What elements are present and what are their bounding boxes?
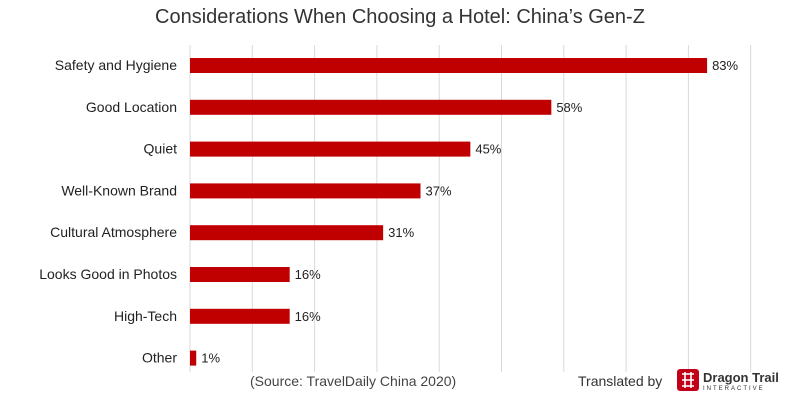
category-label: Good Location: [86, 99, 177, 115]
bars: [190, 58, 708, 366]
bar: [190, 267, 290, 282]
category-label: Looks Good in Photos: [39, 266, 177, 282]
chart-title: Considerations When Choosing a Hotel: Ch…: [155, 6, 645, 28]
brand-subtitle: INTERACTIVE: [703, 386, 765, 392]
category-label: Cultural Atmosphere: [50, 224, 177, 240]
bar: [190, 225, 384, 241]
value-labels: 83% 58% 45% 37% 31% 16% 16% 1%: [201, 58, 738, 366]
value-label: 45%: [475, 142, 501, 157]
translated-by-label: Translated by: [578, 373, 663, 389]
value-label: 37%: [426, 183, 452, 198]
brand-name: Dragon Trail: [703, 370, 779, 385]
bar: [190, 308, 290, 324]
source-note: (Source: TravelDaily China 2020): [250, 373, 457, 389]
bar: [190, 58, 708, 73]
bar: [190, 141, 471, 157]
value-label: 16%: [295, 309, 321, 324]
bar: [190, 99, 552, 115]
value-label: 31%: [388, 225, 414, 240]
category-labels: Safety and Hygiene Good Location Quiet Well…: [39, 57, 177, 366]
value-label: 16%: [295, 267, 321, 282]
category-label: High-Tech: [114, 308, 177, 324]
dragon-trail-logo-icon: [677, 369, 699, 391]
value-label: 58%: [556, 100, 582, 115]
category-label: Other: [142, 350, 177, 366]
category-label: Safety and Hygiene: [55, 57, 177, 73]
category-label: Well-Known Brand: [61, 182, 177, 198]
category-label: Quiet: [144, 141, 178, 157]
value-label: 83%: [712, 58, 738, 73]
bar: [190, 350, 197, 366]
bar: [190, 183, 421, 199]
gridlines: [189, 45, 752, 372]
value-label: 1%: [201, 351, 220, 366]
